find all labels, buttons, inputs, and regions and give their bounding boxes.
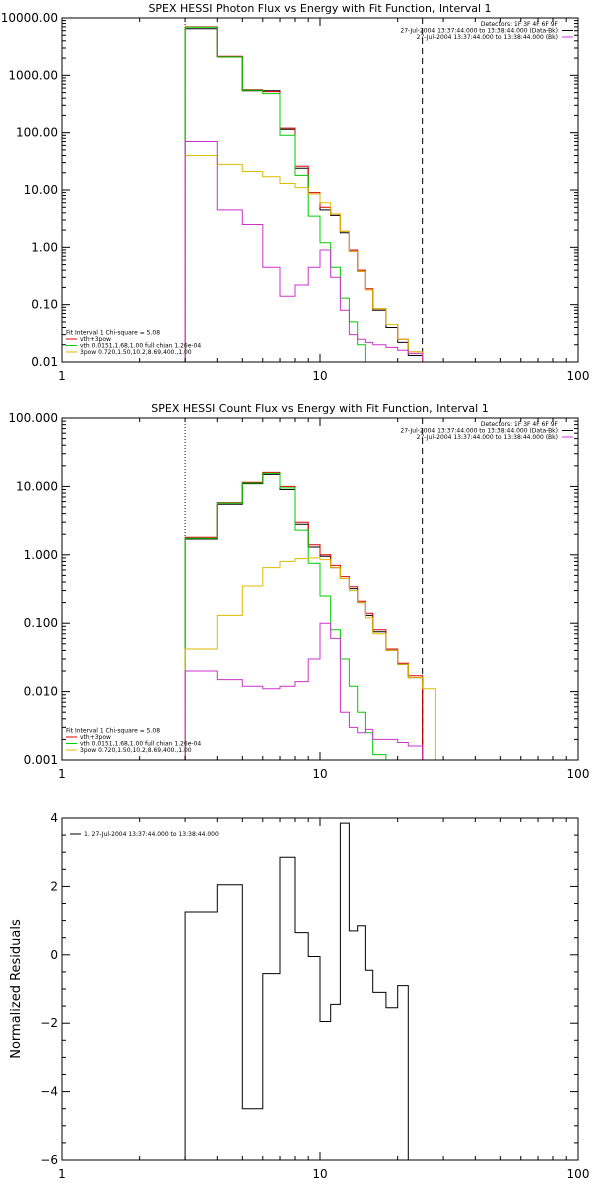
y-tick-label: 2	[50, 879, 58, 893]
y-tick-label: 0.010	[24, 685, 58, 699]
y-tick-label: 100.000	[8, 411, 58, 425]
x-tick-label: 1	[58, 369, 66, 383]
y-tick-label: 100.00	[16, 126, 58, 140]
x-tick-label: 100	[567, 369, 590, 383]
legend-line: vth+3pow	[80, 336, 111, 343]
series-line-5	[184, 622, 424, 760]
chart-panel-3: 1 10 100 −6 −4 −2 0 2 4 Normalized Residuals 1. 27…	[9, 811, 589, 1181]
y-tick-label: 0.100	[24, 616, 58, 630]
legend-line: vth+3pow	[80, 734, 111, 741]
y-tick-label: 0.001	[24, 753, 58, 767]
y-axis-label: Normalized Residuals	[9, 919, 24, 1059]
y-tick-label: 1000.00	[8, 68, 58, 82]
x-axis: 1 10 100	[58, 418, 589, 781]
y-tick-label: 0.10	[31, 298, 58, 312]
header-line: Detectors: 1F 3F 4F 6F 9F	[481, 421, 559, 428]
y-tick-label: 1.00	[31, 240, 58, 254]
chart-title: SPEX HESSI Count Flux vs Energy with Fit…	[151, 402, 488, 415]
x-tick-label: 1	[58, 1167, 66, 1181]
y-tick-label: −6	[40, 1153, 58, 1167]
legend-line: Fit Interval 1 Chi-square = 5.08	[66, 330, 160, 337]
y-tick-label: 0.01	[31, 355, 58, 369]
y-tick-label: −2	[40, 1016, 58, 1030]
legend-line: vth 0.0151,1.68,1.00 full chian 1.26e-04	[80, 343, 201, 350]
y-axis: 0.001 0.010 0.100 1.000 10.000 100.000	[8, 411, 578, 767]
x-tick-label: 10	[312, 1167, 327, 1181]
series-line-5	[184, 141, 424, 362]
plot-frame	[61, 17, 579, 363]
series-line-1	[184, 28, 424, 362]
x-axis: 1 10 100	[58, 18, 589, 383]
x-axis: 1 10 100	[58, 818, 589, 1181]
chart-title: SPEX HESSI Photon Flux vs Energy with Fi…	[148, 2, 491, 15]
y-tick-label: 1.000	[24, 548, 58, 562]
series-line-1	[184, 473, 424, 760]
series-group	[184, 26, 436, 362]
legend-line: Fit Interval 1 Chi-square = 5.08	[66, 728, 160, 735]
series-line-4	[184, 155, 436, 362]
x-tick-label: 1	[58, 767, 66, 781]
chart-panel-1: SPEX HESSI Photon Flux vs Energy with Fi…	[1, 2, 590, 383]
y-axis: 0.01 0.10 1.00 10.00 100.00 1000.00 10000.00	[1, 11, 578, 369]
series-line-3	[184, 26, 366, 362]
series-group	[184, 471, 436, 760]
header-line: 27-Jul-2004 13:37:44.000 to 13:38:44.000…	[417, 34, 558, 41]
legend-line: 1. 27-Jul-2004 13:37:44.000 to 13:38:44.…	[84, 831, 219, 838]
series-line-4	[184, 557, 436, 760]
series-line-1	[184, 822, 409, 1160]
x-tick-label: 100	[567, 1167, 590, 1181]
header-line: 27-Jul-2004 13:37:44.000 to 13:38:44.000…	[400, 428, 558, 435]
x-tick-label: 100	[567, 767, 590, 781]
legend-line: 3pow 0.720,1.50,10.2,8.69,400.,1.00	[80, 747, 192, 754]
series-line-2	[184, 26, 424, 362]
header-line: Detectors: 1F 3F 4F 6F 9F	[481, 21, 559, 28]
legend-line: vth 0.0151,1.68,1.00 full chian 1.26e-04	[80, 741, 201, 748]
series-line-3	[184, 472, 387, 760]
header-line: 27-Jul-2004 13:37:44.000 to 13:38:44.000…	[417, 434, 558, 441]
legend-line: 3pow 0.720,1.50,10.2,8.69,400.,1.00	[80, 349, 192, 356]
y-axis: −6 −4 −2 0 2 4	[40, 811, 578, 1167]
series-line-2	[184, 471, 424, 760]
y-tick-label: 0	[50, 948, 58, 962]
y-tick-label: 10.000	[16, 479, 58, 493]
y-tick-label: 10.00	[24, 183, 58, 197]
y-tick-label: 4	[50, 811, 58, 825]
y-tick-label: 10000.00	[1, 11, 58, 25]
y-tick-label: −4	[40, 1085, 58, 1099]
x-tick-label: 10	[312, 767, 327, 781]
x-tick-label: 10	[312, 369, 327, 383]
chart-panel-2: SPEX HESSI Count Flux vs Energy with Fit…	[8, 402, 589, 781]
series-group	[184, 822, 409, 1160]
header-line: 27-Jul-2004 13:37:44.000 to 13:38:44.000…	[400, 28, 558, 35]
